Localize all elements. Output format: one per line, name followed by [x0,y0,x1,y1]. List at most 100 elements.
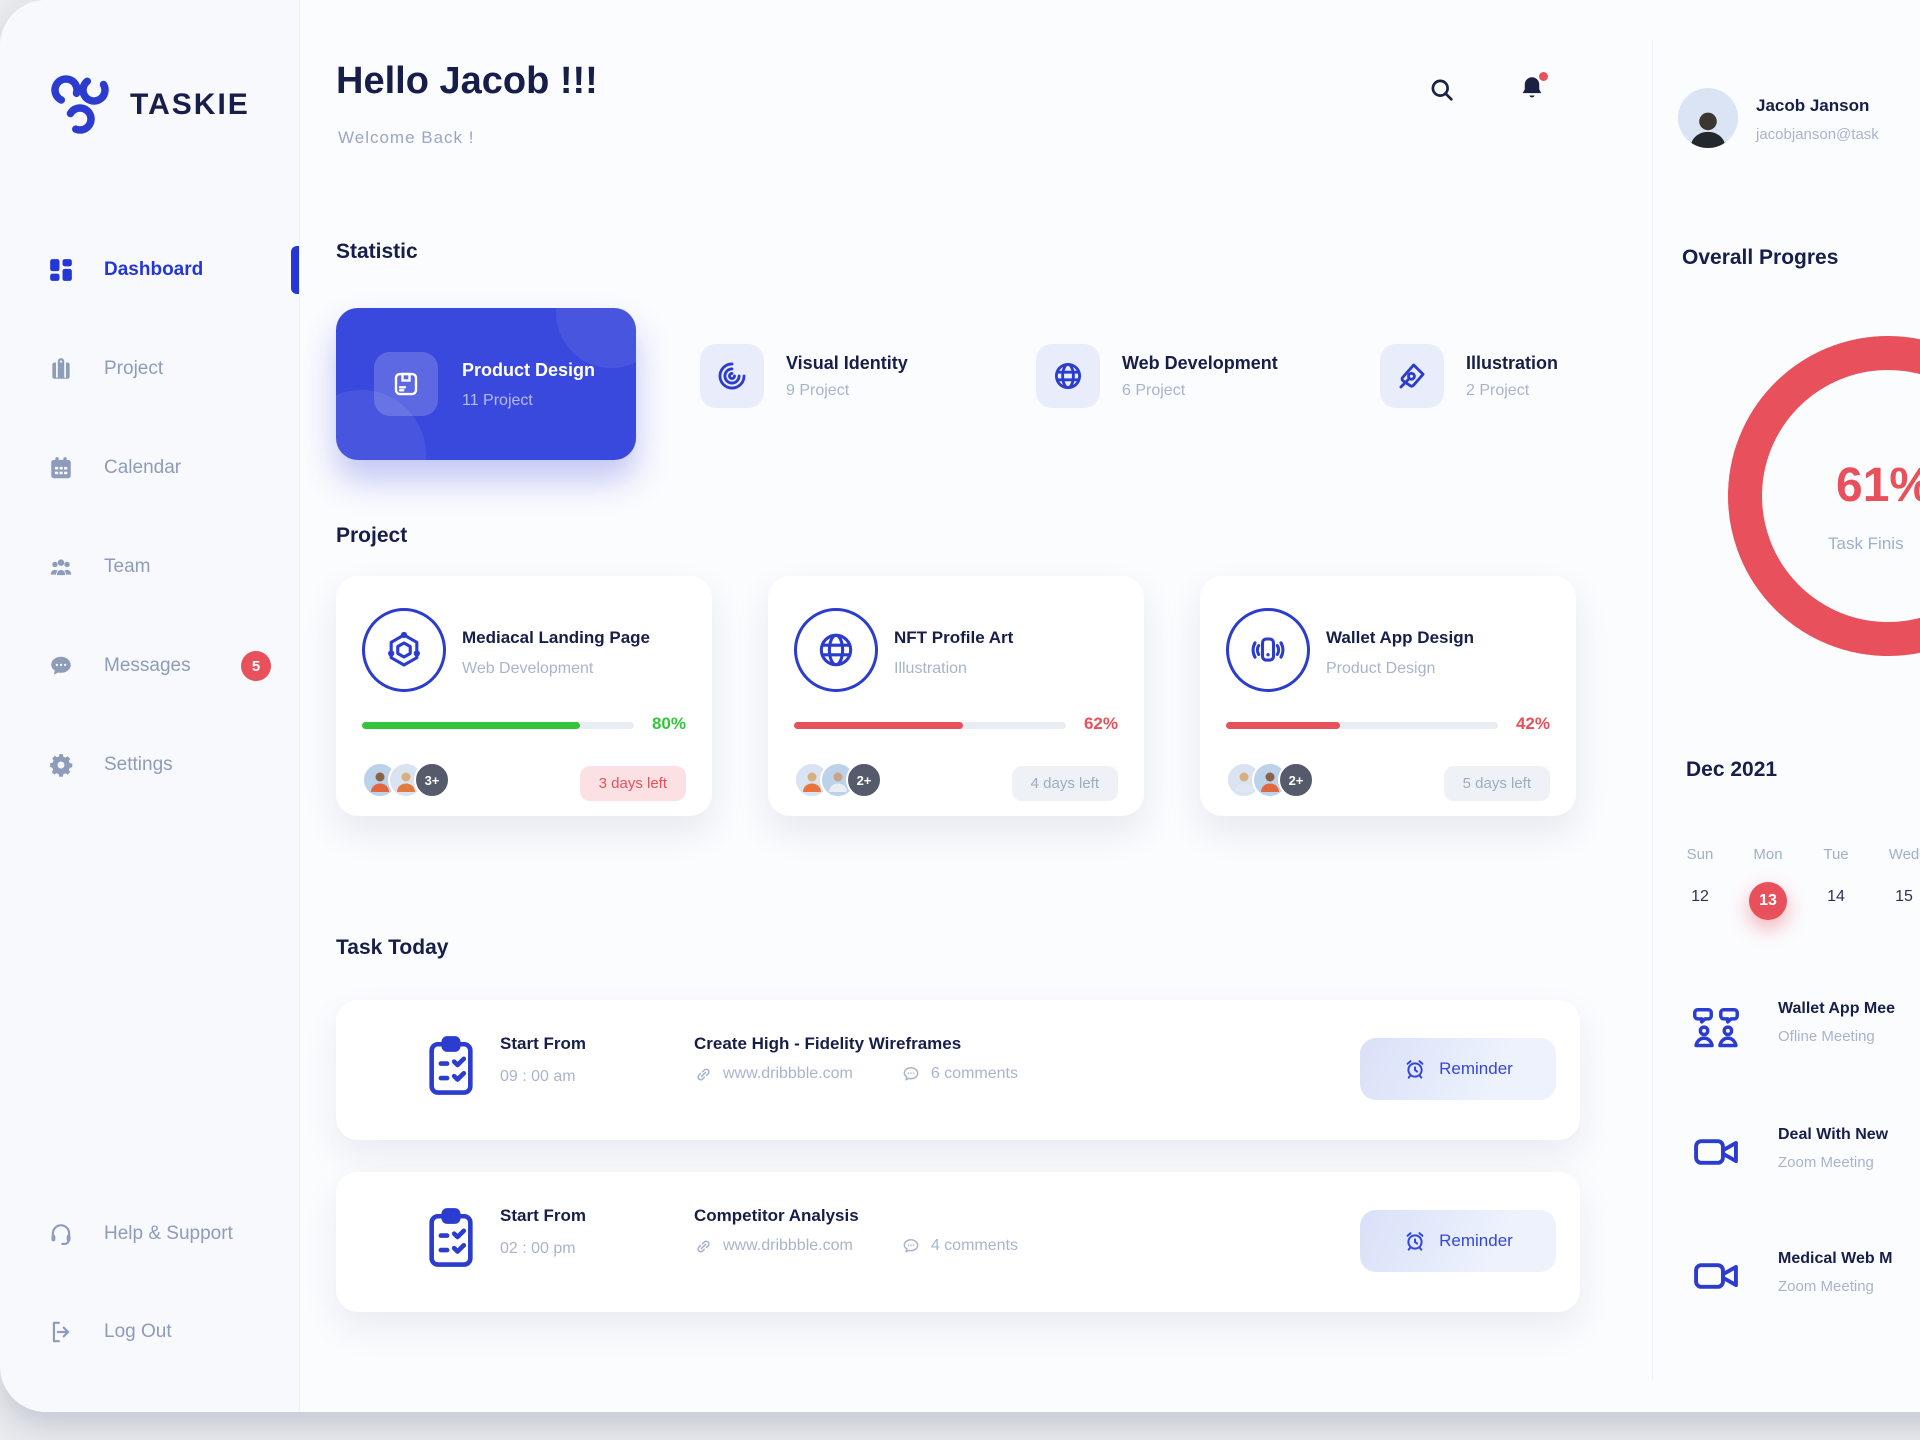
sidebar-item-project[interactable]: Project [0,343,299,395]
task-row[interactable]: Start From 09 : 00 am Create High - Fide… [336,1000,1580,1140]
taskie-logo-icon [46,72,112,138]
task-time: 09 : 00 am [500,1068,576,1085]
task-start-label: Start From [500,1206,586,1225]
statistic-section-title: Statistic [336,240,418,263]
sidebar-item-label: Settings [104,754,173,775]
overall-progress-percent: 61% [1836,459,1920,512]
meeting-item[interactable]: Medical Web M Zoom Meeting [1690,1250,1892,1302]
phone-sound-icon [1226,608,1310,692]
package-icon [374,352,438,416]
alarm-clock-icon [1403,1057,1427,1081]
calendar-date[interactable]: 15 [1895,888,1913,905]
reminder-button[interactable]: Reminder [1360,1038,1556,1100]
days-left-badge: 5 days left [1443,766,1550,801]
people-chat-icon [1690,1000,1742,1052]
task-row[interactable]: Start From 02 : 00 pm Competitor Analysi… [336,1172,1580,1312]
calendar-day-label: Wed [1888,846,1920,863]
statistic-item-web-development[interactable]: Web Development 6 Project [1036,344,1278,408]
sidebar-item-label: Calendar [104,457,182,478]
brand: TASKIE [46,72,250,138]
days-left-badge: 3 days left [579,766,686,801]
calendar-icon [48,455,74,481]
hexagon-network-icon [362,608,446,692]
alarm-clock-icon [1403,1229,1427,1253]
briefcase-icon [48,356,74,382]
globe-icon [1036,344,1100,408]
sidebar-item-dashboard[interactable]: Dashboard [0,244,299,296]
calendar-day-label: Mon [1753,846,1783,863]
sidebar-item-team[interactable]: Team [0,541,299,593]
globe-outline-icon [794,608,878,692]
project-title: Wallet App Design [1326,628,1474,647]
sidebar-item-label: Messages [104,655,191,676]
progress-bar [794,722,1066,729]
task-section-title: Task Today [336,936,449,959]
days-left-badge: 4 days left [1011,766,1118,801]
spiral-icon [700,344,764,408]
task-link[interactable]: www.dribbble.com [723,1065,853,1082]
profile-email: jacobjanson@task [1756,126,1879,143]
meeting-item[interactable]: Wallet App Mee Ofline Meeting [1690,1000,1895,1052]
calendar-date[interactable]: 12 [1691,888,1709,905]
task-comments[interactable]: 4 comments [930,1237,1018,1254]
search-icon[interactable] [1428,76,1456,104]
task-comments[interactable]: 6 comments [930,1065,1018,1082]
sidebar-item-help-support[interactable]: Help & Support [0,1208,299,1260]
video-camera-icon [1690,1250,1742,1302]
sidebar-item-calendar[interactable]: Calendar [0,442,299,494]
calendar-date[interactable]: 14 [1827,888,1845,905]
statistic-item-visual-identity[interactable]: Visual Identity 9 Project [700,344,908,408]
calendar-month: Dec 2021 [1686,758,1778,781]
statistic-card-product-design[interactable]: Product Design 11 Project [336,308,636,460]
project-category: Product Design [1326,660,1436,677]
sidebar-item-messages[interactable]: Messages 5 [0,640,299,692]
progress-percent: 62% [1083,714,1118,733]
task-link[interactable]: www.dribbble.com [723,1237,853,1254]
sidebar-item-label: Help & Support [104,1223,233,1244]
profile-avatar[interactable] [1678,88,1738,148]
sidebar-item-label: Log Out [104,1321,172,1342]
overall-progress-title: Overall Progres [1682,246,1839,269]
calendar-date-selected[interactable]: 13 [1740,882,1796,920]
statistic-item-count: 2 Project [1466,381,1530,399]
meeting-item[interactable]: Deal With New Zoom Meeting [1690,1126,1888,1178]
sidebar-item-label: Dashboard [104,259,204,280]
progress-bar [362,722,634,729]
meeting-type: Zoom Meeting [1778,1278,1874,1295]
sidebar-item-label: Project [104,358,164,379]
progress-percent: 80% [651,714,686,733]
profile-name: Jacob Janson [1756,96,1870,115]
statistic-item-count: 9 Project [786,381,850,399]
project-card[interactable]: Wallet App Design Product Design 42% 2+ … [1200,576,1576,816]
clipboard-icon [422,1030,480,1102]
gear-icon [48,752,74,778]
notification-bell-icon[interactable] [1518,72,1548,102]
project-card[interactable]: Mediacal Landing Page Web Development 80… [336,576,712,816]
meeting-title: Deal With New [1778,1126,1889,1143]
progress-ring-fg [1728,336,1920,656]
meeting-type: Ofline Meeting [1778,1028,1875,1045]
team-icon [48,554,74,580]
statistic-item-illustration[interactable]: Illustration 2 Project [1380,344,1558,408]
reminder-button[interactable]: Reminder [1360,1210,1556,1272]
task-start-label: Start From [500,1034,586,1053]
member-avatars: 2+ [1226,762,1314,798]
comment-icon [901,1064,921,1084]
task-title: Competitor Analysis [694,1206,859,1225]
sidebar-item-settings[interactable]: Settings [0,739,299,791]
project-section-title: Project [336,524,408,547]
member-avatars: 3+ [362,762,450,798]
pen-nib-icon [1380,344,1444,408]
progress-bar [1226,722,1498,729]
project-title: NFT Profile Art [894,628,1014,647]
calendar-day-label: Tue [1823,846,1849,863]
statistic-card-title: Product Design [462,360,596,380]
welcome-subtitle: Welcome Back ! [338,128,475,147]
meeting-title: Medical Web M [1778,1250,1893,1267]
sidebar-item-logout[interactable]: Log Out [0,1306,299,1358]
clipboard-icon [422,1202,480,1274]
project-card[interactable]: NFT Profile Art Illustration 62% 2+ 4 da… [768,576,1144,816]
panel-divider [1652,40,1653,1380]
statistic-item-count: 6 Project [1122,381,1186,399]
